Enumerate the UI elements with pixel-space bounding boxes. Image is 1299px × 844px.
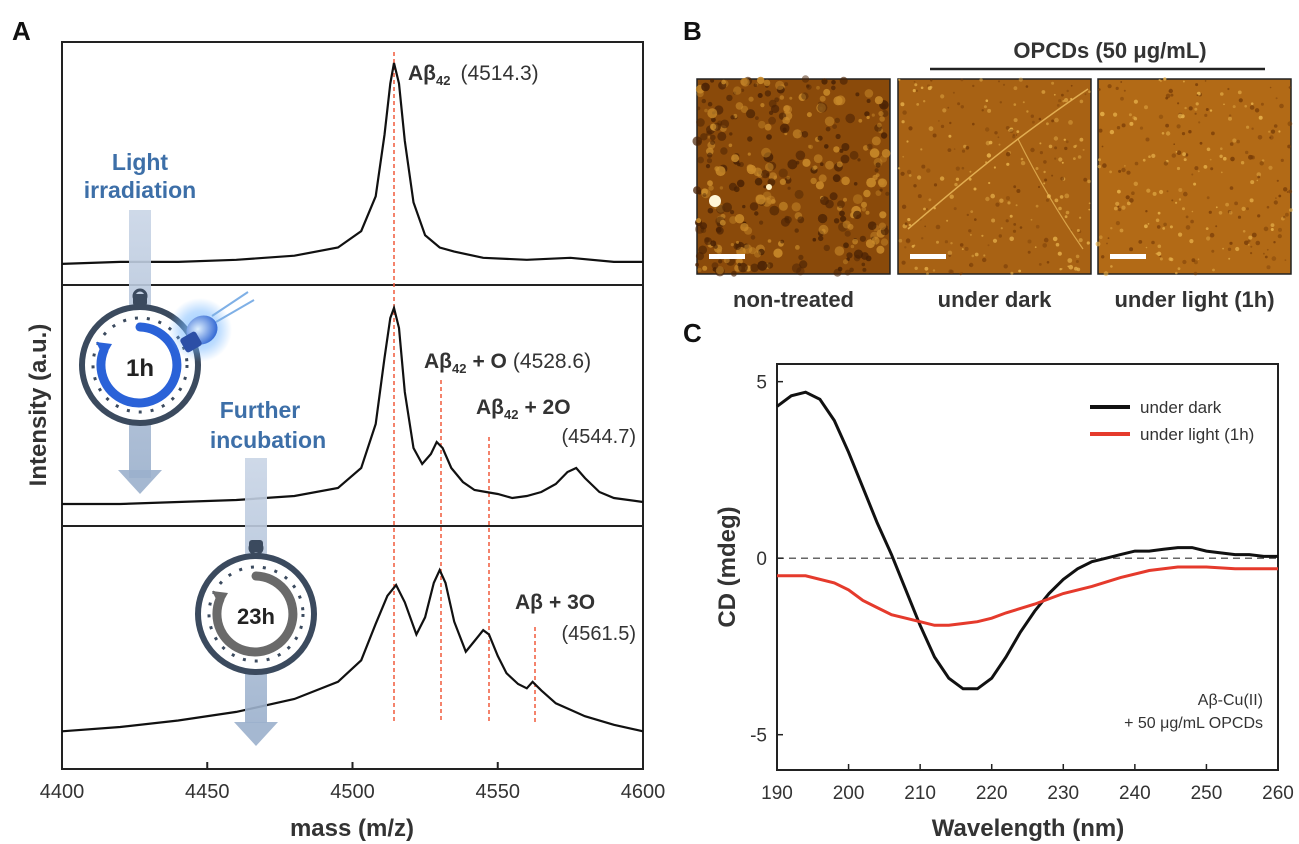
peak-1-suffix: + O bbox=[472, 350, 506, 373]
timer-23h-icon: 23h bbox=[195, 540, 317, 675]
peak-0-a-beta: Aβ bbox=[408, 62, 436, 85]
x-tick-label: 240 bbox=[1119, 783, 1151, 804]
panel-b: OPCDs (50 μg/mL) non-treated under dark un… bbox=[692, 38, 1293, 312]
spectrum-middle bbox=[62, 304, 644, 506]
afm-image-3: under light (1h) bbox=[1095, 77, 1293, 312]
opcd-group-label: OPCDs (50 μg/mL) bbox=[1013, 38, 1206, 63]
afm-images: non-treated under dark under light (1h) bbox=[692, 75, 1293, 312]
spectrum-bottom bbox=[61, 567, 644, 733]
series-under-dark bbox=[776, 390, 1278, 691]
panel-c-annotation-line1: Aβ-Cu(II) bbox=[1198, 692, 1263, 709]
timer-23h-label: 23h bbox=[237, 604, 275, 629]
peak-1-sub: 42 bbox=[452, 361, 466, 376]
peak-2-suffix: + 2O bbox=[524, 396, 570, 419]
panel-c-axes: 190 200 210 220 230 240 250 260 5 0 -5 bbox=[750, 373, 1294, 804]
x-tick-label: 210 bbox=[904, 783, 936, 804]
light-label-line1: Light bbox=[112, 149, 169, 175]
further-label-line1: Further bbox=[220, 397, 301, 423]
x-tick-label: 4600 bbox=[621, 781, 666, 803]
peak-2-mass: (4544.7) bbox=[562, 426, 637, 448]
x-tick-label: 200 bbox=[833, 783, 865, 804]
x-tick-label: 190 bbox=[761, 783, 793, 804]
timer-1h-label: 1h bbox=[126, 355, 154, 382]
afm-label-2: under dark bbox=[938, 287, 1052, 312]
peak-label-plus-3o: Aβ + 3O bbox=[515, 591, 595, 614]
x-tick-label: 250 bbox=[1191, 783, 1223, 804]
y-tick-label: 5 bbox=[756, 373, 767, 394]
panel-a-y-label: Intensity (a.u.) bbox=[25, 324, 52, 487]
panel-letter-b: B bbox=[683, 16, 702, 46]
spectrum-top bbox=[61, 62, 643, 265]
peak-label-main: Aβ42 (4514.3) bbox=[408, 62, 539, 88]
reference-lines bbox=[393, 52, 536, 722]
panel-c-legend: under dark under light (1h) bbox=[1090, 398, 1254, 444]
panel-a: Light irradiation 1h Further incubation bbox=[25, 41, 666, 842]
panel-letter-a: A bbox=[12, 16, 31, 46]
peak-3-mass: (4561.5) bbox=[562, 623, 637, 645]
panel-letter-c: C bbox=[683, 318, 702, 348]
peak-1-mass: (4528.6) bbox=[513, 350, 591, 373]
peak-label-plus-2o: Aβ42 + 2O bbox=[476, 396, 571, 422]
panel-c: 190 200 210 220 230 240 250 260 5 0 -5 Wavelength … bbox=[714, 363, 1294, 842]
legend-light-label: under light (1h) bbox=[1140, 425, 1254, 444]
panel-a-x-label: mass (m/z) bbox=[290, 815, 414, 842]
peak-3-a-beta: Aβ bbox=[515, 591, 543, 614]
scale-bar bbox=[1110, 254, 1146, 259]
panel-c-y-label: CD (mdeg) bbox=[714, 506, 741, 627]
panel-c-frame bbox=[776, 363, 1279, 771]
panel-c-x-label: Wavelength (nm) bbox=[932, 815, 1124, 842]
peak-3-suffix: + 3O bbox=[549, 591, 595, 614]
scale-bar bbox=[709, 254, 745, 259]
timer-1h-icon: 1h bbox=[79, 288, 201, 426]
afm-label-3: under light (1h) bbox=[1114, 287, 1274, 312]
peak-label-plus-o: Aβ42 + O (4528.6) bbox=[424, 350, 591, 376]
peak-2-a-beta: Aβ bbox=[476, 396, 504, 419]
afm-image-1: non-treated bbox=[692, 75, 891, 312]
x-tick-label: 220 bbox=[976, 783, 1008, 804]
further-label-line2: incubation bbox=[210, 427, 326, 453]
arrow-light-head bbox=[118, 470, 162, 494]
x-tick-label: 260 bbox=[1262, 783, 1294, 804]
x-tick-label: 4500 bbox=[330, 781, 375, 803]
series-under-light bbox=[777, 565, 1278, 627]
x-tick-label: 230 bbox=[1047, 783, 1079, 804]
afm-image-2: under dark bbox=[897, 77, 1092, 312]
panel-a-x-axis: 4400 4450 4500 4550 4600 bbox=[40, 762, 666, 803]
arrow-further-head bbox=[234, 722, 278, 746]
light-label-line2: irradiation bbox=[84, 177, 196, 203]
legend-dark-label: under dark bbox=[1140, 398, 1222, 417]
x-tick-label: 4550 bbox=[476, 781, 521, 803]
peak-0-mass: (4514.3) bbox=[460, 62, 538, 85]
panel-c-annotation-line2: + 50 μg/mL OPCDs bbox=[1124, 715, 1263, 732]
peak-1-a-beta: Aβ bbox=[424, 350, 452, 373]
afm-label-1: non-treated bbox=[733, 287, 854, 312]
scale-bar bbox=[910, 254, 946, 259]
peak-0-sub: 42 bbox=[436, 73, 450, 88]
x-tick-label: 4400 bbox=[40, 781, 85, 803]
y-tick-label: 0 bbox=[756, 549, 767, 570]
x-tick-label: 4450 bbox=[185, 781, 230, 803]
y-tick-label: -5 bbox=[750, 726, 767, 747]
lamp-icon bbox=[168, 291, 255, 362]
peak-2-sub: 42 bbox=[504, 407, 518, 422]
